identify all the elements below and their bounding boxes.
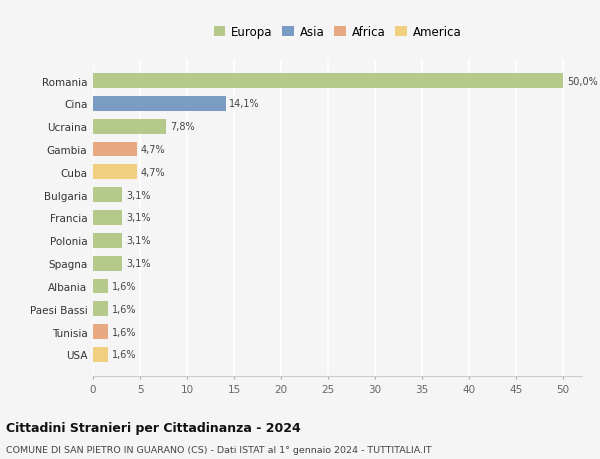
Text: 4,7%: 4,7% (141, 145, 166, 155)
Text: 4,7%: 4,7% (141, 168, 166, 178)
Bar (93, 97, 226, 112)
Text: 1,6%: 1,6% (112, 350, 136, 359)
Bar (93, 347, 108, 362)
Text: 7,8%: 7,8% (170, 122, 195, 132)
Bar (93, 74, 563, 89)
Bar (93, 302, 108, 316)
Bar (93, 279, 108, 294)
Text: 14,1%: 14,1% (229, 99, 260, 109)
Text: 50,0%: 50,0% (567, 77, 598, 86)
Bar (93, 120, 166, 134)
Bar (93, 165, 137, 180)
Text: 1,6%: 1,6% (112, 304, 136, 314)
Bar (93, 256, 122, 271)
Text: 1,6%: 1,6% (112, 327, 136, 337)
Text: 3,1%: 3,1% (126, 236, 151, 246)
Bar (93, 142, 137, 157)
Text: 3,1%: 3,1% (126, 213, 151, 223)
Text: 3,1%: 3,1% (126, 258, 151, 269)
Text: COMUNE DI SAN PIETRO IN GUARANO (CS) - Dati ISTAT al 1° gennaio 2024 - TUTTITALI: COMUNE DI SAN PIETRO IN GUARANO (CS) - D… (6, 445, 431, 454)
Text: 3,1%: 3,1% (126, 190, 151, 200)
Bar (93, 188, 122, 203)
Text: 1,6%: 1,6% (112, 281, 136, 291)
Bar (93, 233, 122, 248)
Bar (93, 325, 108, 339)
Text: Cittadini Stranieri per Cittadinanza - 2024: Cittadini Stranieri per Cittadinanza - 2… (6, 421, 301, 434)
Legend: Europa, Asia, Africa, America: Europa, Asia, Africa, America (209, 21, 466, 44)
Bar (93, 211, 122, 225)
